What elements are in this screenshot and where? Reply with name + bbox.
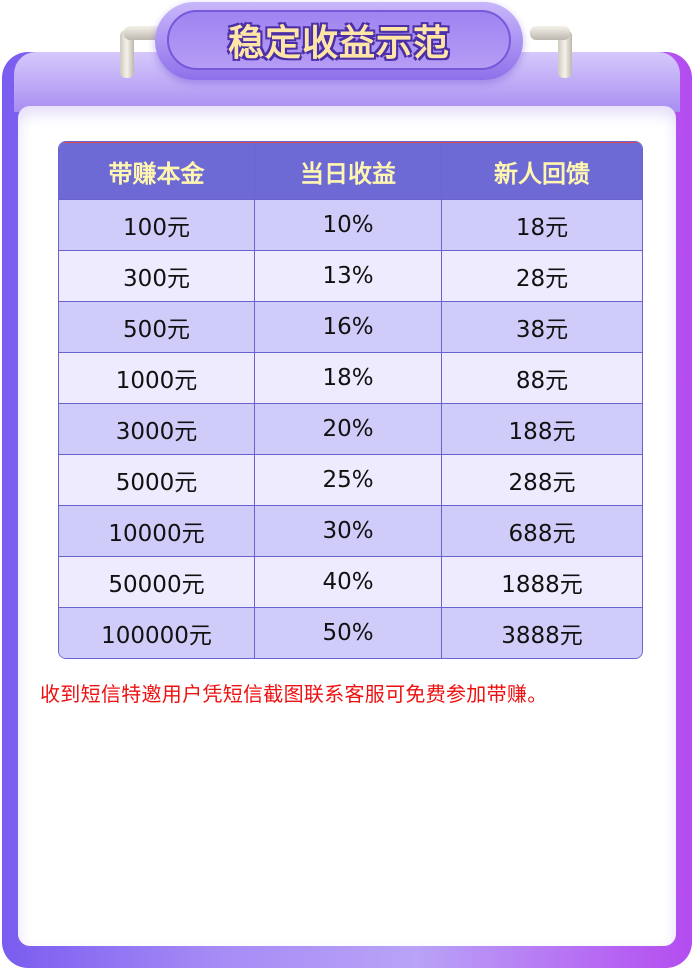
daily-return-cell: 13%: [255, 251, 442, 302]
right-pipe-connector: [530, 26, 570, 40]
left-pipe-decoration: [120, 30, 134, 78]
page-title: 稳定收益示范: [227, 23, 450, 64]
bonus-cell: 188元: [442, 404, 642, 455]
principal-cell: 100元: [59, 200, 255, 251]
table-row: 500元 16% 38元: [59, 302, 642, 353]
bonus-cell: 3888元: [442, 608, 642, 658]
table-row: 3000元 20% 188元: [59, 404, 642, 455]
daily-return-cell: 18%: [255, 353, 442, 404]
daily-return-cell: 50%: [255, 608, 442, 658]
daily-return-cell: 30%: [255, 506, 442, 557]
bonus-cell: 28元: [442, 251, 642, 302]
table-row: 300元 13% 28元: [59, 251, 642, 302]
bonus-cell: 88元: [442, 353, 642, 404]
bonus-cell: 688元: [442, 506, 642, 557]
daily-return-cell: 25%: [255, 455, 442, 506]
daily-return-cell: 16%: [255, 302, 442, 353]
right-pipe-decoration: [558, 30, 572, 78]
principal-cell: 10000元: [59, 506, 255, 557]
table-row: 10000元 30% 688元: [59, 506, 642, 557]
column-header-principal: 带赚本金: [59, 142, 255, 200]
notice-text: 收到短信特邀用户凭短信截图联系客服可免费参加带赚。: [40, 682, 548, 706]
bonus-cell: 288元: [442, 455, 642, 506]
bonus-cell: 1888元: [442, 557, 642, 608]
principal-cell: 300元: [59, 251, 255, 302]
principal-cell: 100000元: [59, 608, 255, 658]
daily-return-cell: 10%: [255, 200, 442, 251]
column-header-daily-return: 当日收益: [255, 142, 442, 200]
principal-cell: 3000元: [59, 404, 255, 455]
table-row: 5000元 25% 288元: [59, 455, 642, 506]
left-pipe-connector: [124, 26, 164, 40]
table-row: 1000元 18% 88元: [59, 353, 642, 404]
column-header-bonus: 新人回馈: [442, 142, 642, 200]
daily-return-cell: 40%: [255, 557, 442, 608]
principal-cell: 1000元: [59, 353, 255, 404]
bonus-cell: 38元: [442, 302, 642, 353]
title-banner: 稳定收益示范: [155, 2, 523, 80]
daily-return-cell: 20%: [255, 404, 442, 455]
table-row: 100000元 50% 3888元: [59, 608, 642, 658]
table-header-row: 带赚本金 当日收益 新人回馈: [59, 142, 642, 200]
bonus-cell: 18元: [442, 200, 642, 251]
table-row: 100元 10% 18元: [59, 200, 642, 251]
earnings-table: 带赚本金 当日收益 新人回馈 100元 10% 18元 300元 13% 28元 500元 1…: [58, 141, 643, 659]
principal-cell: 500元: [59, 302, 255, 353]
principal-cell: 50000元: [59, 557, 255, 608]
principal-cell: 5000元: [59, 455, 255, 506]
table-row: 50000元 40% 1888元: [59, 557, 642, 608]
